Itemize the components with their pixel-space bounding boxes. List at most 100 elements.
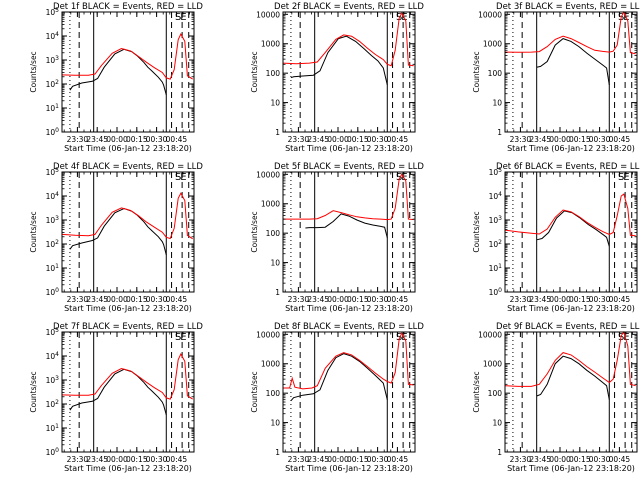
y-tick-label: 103 (489, 215, 503, 225)
y-axis-label: Counts/sec (250, 211, 259, 252)
x-tick-label: 00:00 (327, 455, 349, 464)
y-tick-label: 100 (489, 287, 503, 297)
y-axis-label: Counts/sec (250, 371, 259, 412)
marker-s: S (396, 332, 402, 343)
plot-frame (282, 171, 416, 293)
panel-title: Det 1f BLACK = Events, RED = LLD (53, 2, 203, 12)
y-tick-label: 100 (266, 69, 281, 78)
x-axis-label: Start Time (06-Jan-12 23:18:20) (64, 304, 192, 313)
y-tick-label: 10 (270, 99, 280, 108)
x-tick-label: 00:30 (367, 455, 389, 464)
series-lld-line (282, 12, 414, 67)
plot-frame (61, 171, 195, 293)
y-tick-label: 103 (46, 215, 60, 225)
x-tick-label: 23:45 (307, 135, 329, 144)
x-axis-label: Start Time (06-Jan-12 23:18:20) (64, 464, 192, 473)
x-axis-label: Start Time (06-Jan-12 23:18:20) (285, 464, 413, 473)
y-axis-label: Counts/sec (472, 371, 481, 412)
series-lld-line (504, 10, 636, 55)
y-tick-label: 1 (497, 128, 502, 137)
x-tick-label: 00:30 (589, 455, 611, 464)
panel-title: Det 2f BLACK = Events, RED = LLD (274, 2, 424, 12)
y-tick-label: 10000 (478, 10, 502, 19)
y-tick-label: 10000 (256, 170, 280, 179)
series-lld-line (61, 32, 193, 80)
y-tick-label: 1000 (261, 200, 280, 209)
x-tick-label: 23:45 (86, 455, 108, 464)
series-events-line (290, 353, 388, 402)
x-tick-label: 00:15 (569, 135, 591, 144)
x-tick-label: 00:15 (347, 455, 369, 464)
x-tick-label: 23:45 (307, 295, 329, 304)
panel-title: Det 5f BLACK = Events, RED = LLD (274, 162, 424, 172)
x-tick-label: 23:45 (86, 135, 108, 144)
plot-frame (504, 331, 638, 453)
x-tick-label: 00:15 (126, 135, 148, 144)
x-tick-label: 00:00 (549, 295, 571, 304)
x-tick-label: 00:15 (126, 455, 148, 464)
panel-det-3: Det 3f BLACK = Events, RED = LLDSE110100… (472, 2, 640, 153)
x-axis-label: Start Time (06-Jan-12 23:18:20) (64, 144, 192, 153)
x-tick-label: 00:15 (569, 295, 591, 304)
y-tick-label: 102 (46, 239, 60, 249)
series-events-line (536, 355, 610, 400)
series-events-line (305, 213, 388, 238)
plot-frame (61, 331, 195, 453)
y-tick-label: 104 (46, 191, 60, 201)
x-tick-label: 00:15 (347, 135, 369, 144)
x-axis-label: Start Time (06-Jan-12 23:18:20) (507, 464, 635, 473)
y-tick-label: 100 (266, 389, 281, 398)
y-tick-label: 102 (489, 239, 503, 249)
y-tick-label: 104 (489, 191, 503, 201)
series-events-line (536, 38, 610, 85)
x-tick-label: 23:45 (529, 295, 551, 304)
panel-det-2: Det 2f BLACK = Events, RED = LLDSE110100… (250, 2, 424, 153)
series-lld-line (504, 330, 636, 387)
x-tick-label: 00:45 (166, 135, 188, 144)
x-tick-label: 00:45 (387, 135, 409, 144)
x-tick-label: 00:30 (146, 295, 168, 304)
plot-frame (282, 11, 416, 133)
x-tick-label: 23:45 (86, 295, 108, 304)
x-tick-label: 00:00 (327, 295, 349, 304)
marker-s: S (618, 172, 624, 183)
x-axis-label: Start Time (06-Jan-12 23:18:20) (285, 304, 413, 313)
x-tick-label: 23:45 (307, 455, 329, 464)
x-tick-label: 23:30 (510, 455, 532, 464)
y-tick-label: 10 (492, 99, 502, 108)
y-tick-label: 100 (488, 389, 503, 398)
marker-s: S (175, 172, 181, 183)
y-tick-label: 105 (46, 327, 60, 337)
y-tick-label: 10 (492, 419, 502, 428)
y-tick-label: 1000 (261, 360, 280, 369)
y-tick-label: 104 (46, 31, 60, 41)
series-lld-line (283, 173, 414, 221)
y-tick-label: 101 (46, 423, 60, 433)
x-tick-label: 00:30 (146, 455, 168, 464)
x-tick-label: 00:45 (166, 455, 188, 464)
marker-e: E (180, 332, 186, 343)
panel-title: Det 3f BLACK = Events, RED = LLD (496, 2, 640, 12)
x-axis-label: Start Time (06-Jan-12 23:18:20) (507, 304, 635, 313)
x-tick-label: 23:30 (67, 135, 89, 144)
y-tick-label: 105 (46, 7, 60, 17)
plot-frame (504, 171, 638, 293)
marker-e: E (180, 172, 186, 183)
marker-e: E (623, 172, 629, 183)
panel-title: Det 7f BLACK = Events, RED = LLD (53, 322, 203, 332)
y-tick-label: 104 (46, 351, 60, 361)
y-tick-label: 1 (275, 448, 280, 457)
marker-e: E (180, 12, 186, 23)
panel-title: Det 4f BLACK = Events, RED = LLD (53, 162, 203, 172)
x-axis-label: Start Time (06-Jan-12 23:18:20) (285, 144, 413, 153)
series-lld-line (61, 192, 193, 240)
x-tick-label: 23:30 (288, 455, 310, 464)
x-tick-label: 00:45 (387, 295, 409, 304)
